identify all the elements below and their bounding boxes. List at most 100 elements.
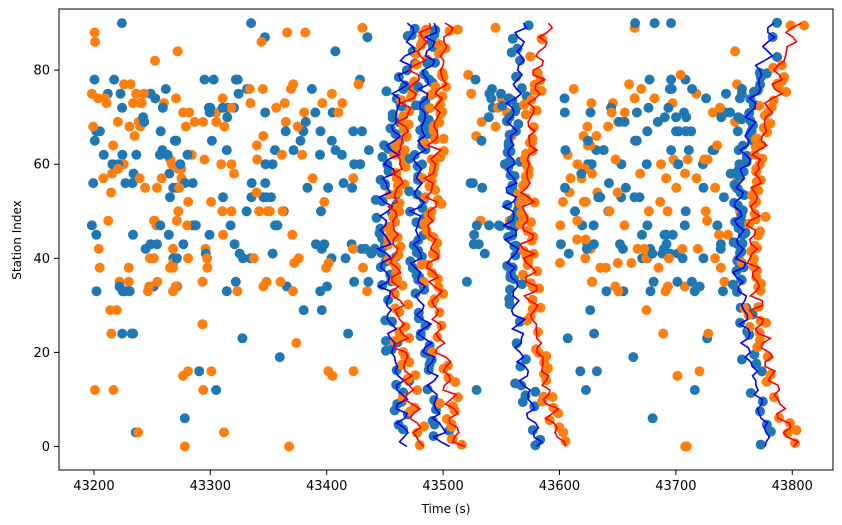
data-point <box>204 229 215 240</box>
data-point <box>595 262 606 273</box>
data-point <box>129 131 140 141</box>
data-point <box>363 145 374 156</box>
data-point <box>363 276 374 287</box>
data-point <box>642 220 653 231</box>
data-point <box>714 229 724 240</box>
data-point <box>575 366 586 377</box>
data-point <box>171 253 182 264</box>
data-point <box>765 118 776 129</box>
data-point <box>484 220 495 231</box>
data-point <box>663 253 674 264</box>
data-point <box>251 187 262 198</box>
data-point <box>527 304 538 315</box>
data-point <box>232 286 243 297</box>
data-point <box>513 189 523 200</box>
data-point <box>286 84 296 94</box>
data-point <box>419 421 429 432</box>
data-point <box>744 321 755 332</box>
data-point <box>221 145 232 156</box>
data-point <box>547 392 558 402</box>
data-point <box>155 220 166 231</box>
data-point <box>232 74 243 85</box>
data-point <box>580 385 591 395</box>
data-point <box>560 145 571 156</box>
data-point <box>410 370 421 381</box>
data-point <box>435 99 446 110</box>
moveout-curve-blue <box>375 22 416 448</box>
data-point <box>226 102 237 113</box>
data-point <box>140 182 151 193</box>
data-point <box>260 107 271 118</box>
data-point <box>173 206 184 217</box>
data-point <box>438 133 449 144</box>
data-point <box>585 305 596 316</box>
data-point <box>219 121 230 132</box>
data-point <box>89 27 100 38</box>
data-point <box>715 243 726 254</box>
data-point <box>115 88 126 99</box>
data-point <box>348 126 359 137</box>
data-point <box>737 140 748 151</box>
data-point <box>525 51 536 62</box>
data-point <box>683 145 694 156</box>
data-point <box>736 114 747 125</box>
data-point <box>349 276 360 287</box>
data-point <box>642 126 653 137</box>
data-point <box>504 293 515 304</box>
data-point <box>323 258 334 268</box>
data-point <box>641 159 652 170</box>
data-point <box>680 126 691 137</box>
data-point <box>426 176 437 187</box>
data-point <box>465 178 476 189</box>
data-point <box>471 220 482 231</box>
data-point <box>580 196 591 207</box>
data-point <box>355 159 366 170</box>
data-point <box>732 126 743 137</box>
data-point <box>124 286 135 297</box>
data-point <box>661 173 672 184</box>
data-point <box>679 281 690 292</box>
data-point <box>306 84 317 94</box>
data-point <box>86 220 97 231</box>
data-point <box>774 412 784 423</box>
data-point <box>218 229 229 240</box>
data-point <box>260 159 271 170</box>
data-point <box>516 83 527 94</box>
data-point <box>559 107 570 118</box>
data-point <box>333 107 344 118</box>
data-point <box>769 392 779 403</box>
data-point <box>150 93 161 104</box>
data-point <box>409 149 420 160</box>
data-point <box>572 159 583 170</box>
data-point <box>718 286 728 297</box>
data-point <box>750 240 760 251</box>
data-point <box>348 173 359 184</box>
data-point <box>152 239 162 250</box>
data-point <box>117 149 128 160</box>
data-point <box>580 234 591 245</box>
data-point <box>165 262 176 273</box>
data-point <box>790 438 800 449</box>
data-point <box>221 286 232 297</box>
data-point <box>157 102 168 113</box>
data-point <box>199 74 210 85</box>
data-point <box>768 62 779 73</box>
data-point <box>178 239 189 250</box>
data-point <box>256 36 267 47</box>
data-point <box>123 276 134 287</box>
data-point <box>666 18 676 29</box>
data-point <box>106 187 117 198</box>
data-point <box>134 173 145 184</box>
data-point <box>694 366 705 377</box>
data-point <box>113 163 123 174</box>
data-point <box>591 131 602 141</box>
data-point <box>707 107 718 118</box>
data-point <box>315 149 325 160</box>
data-point <box>652 116 663 127</box>
data-point <box>356 243 367 254</box>
data-point <box>302 182 313 193</box>
data-point <box>288 286 298 297</box>
data-point <box>131 88 142 99</box>
moveout-curve-red <box>745 22 802 448</box>
data-point <box>275 276 286 287</box>
